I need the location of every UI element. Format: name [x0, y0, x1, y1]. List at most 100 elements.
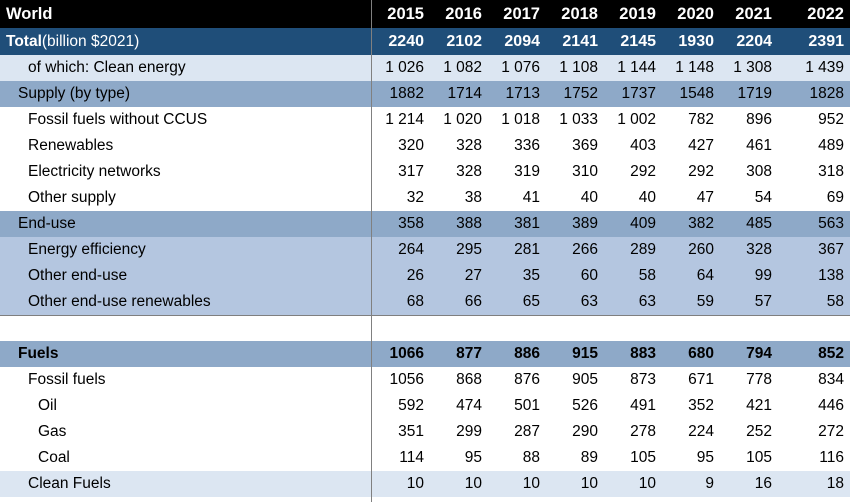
- value-cell: 2094: [504, 32, 540, 50]
- value-cell: 409: [630, 215, 656, 232]
- value-cell: 10: [522, 475, 540, 492]
- value-cell: 834: [818, 371, 844, 388]
- value-cell: 58: [638, 267, 656, 284]
- value-cell: 68: [406, 293, 424, 310]
- year-2020: 2020: [677, 4, 714, 23]
- value-cell: 1 082: [443, 59, 482, 76]
- value-cell: 40: [580, 189, 598, 206]
- other-end-use-row: Other end-use 26 27 35 60 58 64 99 138: [0, 263, 850, 289]
- value-cell: 1066: [389, 345, 424, 362]
- value-cell: 461: [746, 137, 772, 154]
- value-cell: 65: [522, 293, 540, 310]
- value-cell: 474: [456, 397, 482, 414]
- value-cell: 64: [696, 267, 714, 284]
- value-cell: 1548: [679, 85, 714, 102]
- value-cell: 1 308: [733, 59, 772, 76]
- row-label: Electricity networks: [28, 163, 161, 180]
- value-cell: 252: [746, 423, 772, 440]
- value-cell: 10: [580, 475, 598, 492]
- fossil-without-ccus-row: Fossil fuels without CCUS 1 214 1 020 1 …: [0, 107, 850, 133]
- row-label: Other end-use renewables: [28, 293, 211, 310]
- value-cell: 328: [746, 241, 772, 258]
- value-cell: 2141: [562, 32, 598, 50]
- value-cell: 427: [688, 137, 714, 154]
- value-cell: 224: [688, 423, 714, 440]
- value-cell: 32: [406, 189, 424, 206]
- row-label: Supply (by type): [18, 85, 130, 102]
- value-cell: 883: [630, 345, 656, 362]
- value-cell: 1 439: [805, 59, 844, 76]
- value-cell: 40: [638, 189, 656, 206]
- year-2022: 2022: [807, 4, 844, 23]
- value-cell: 592: [398, 397, 424, 414]
- value-cell: 1752: [563, 85, 598, 102]
- value-cell: 57: [754, 293, 772, 310]
- year-2016: 2016: [445, 4, 482, 23]
- value-cell: 328: [456, 137, 482, 154]
- row-label: Fuels: [18, 345, 59, 362]
- value-cell: 308: [746, 163, 772, 180]
- value-cell: 2204: [736, 32, 772, 50]
- value-cell: 671: [688, 371, 714, 388]
- value-cell: 318: [818, 163, 844, 180]
- row-label: Fossil fuels without CCUS: [28, 111, 208, 128]
- value-cell: 266: [572, 241, 598, 258]
- clean-energy-row: of which: Clean energy 1 026 1 082 1 076…: [0, 55, 850, 81]
- value-cell: 782: [688, 111, 714, 128]
- value-cell: 1 018: [501, 111, 540, 128]
- value-cell: 873: [630, 371, 656, 388]
- value-cell: 794: [746, 345, 772, 362]
- value-cell: 1930: [678, 32, 714, 50]
- value-cell: 2240: [388, 32, 424, 50]
- value-cell: 272: [818, 423, 844, 440]
- value-cell: 328: [456, 163, 482, 180]
- value-cell: 1882: [389, 85, 424, 102]
- value-cell: 489: [818, 137, 844, 154]
- value-cell: 421: [746, 397, 772, 414]
- value-cell: 2391: [808, 32, 844, 50]
- clean-fuels-row: Clean Fuels 10 10 10 10 10 9 16 18: [0, 471, 850, 497]
- value-cell: 1 002: [617, 111, 656, 128]
- year-2017: 2017: [503, 4, 540, 23]
- value-cell: 116: [819, 449, 844, 466]
- value-cell: 281: [514, 241, 540, 258]
- value-cell: 292: [630, 163, 656, 180]
- value-cell: 526: [572, 397, 598, 414]
- value-cell: 1056: [389, 371, 424, 388]
- value-cell: 59: [696, 293, 714, 310]
- value-cell: 1 076: [501, 59, 540, 76]
- value-cell: 886: [514, 345, 540, 362]
- value-cell: 952: [818, 111, 844, 128]
- value-cell: 403: [630, 137, 656, 154]
- value-cell: 1 108: [559, 59, 598, 76]
- fuels-row: Fuels 1066 877 886 915 883 680 794 852: [0, 341, 850, 367]
- value-cell: 352: [688, 397, 714, 414]
- value-cell: 876: [514, 371, 540, 388]
- value-cell: 138: [818, 267, 844, 284]
- row-label: Clean Fuels: [28, 475, 111, 492]
- value-cell: 1 026: [385, 59, 424, 76]
- fossil-fuels-row: Fossil fuels 1056 868 876 905 873 671 77…: [0, 367, 850, 393]
- value-cell: 367: [818, 241, 844, 258]
- value-cell: 35: [522, 267, 540, 284]
- value-cell: 26: [406, 267, 424, 284]
- value-cell: 63: [638, 293, 656, 310]
- value-cell: 69: [826, 189, 844, 206]
- value-cell: 9: [705, 475, 714, 492]
- value-cell: 10: [638, 475, 656, 492]
- row-label: Energy efficiency: [28, 241, 146, 258]
- value-cell: 868: [456, 371, 482, 388]
- value-cell: 1719: [737, 85, 772, 102]
- value-cell: 278: [630, 423, 656, 440]
- value-cell: 388: [456, 215, 482, 232]
- value-cell: 501: [514, 397, 540, 414]
- row-label: Other end-use: [28, 267, 128, 284]
- value-cell: 1 214: [385, 111, 424, 128]
- value-cell: 60: [580, 267, 598, 284]
- year-2018: 2018: [561, 4, 598, 23]
- value-cell: 295: [456, 241, 482, 258]
- value-cell: 289: [630, 241, 656, 258]
- value-cell: 287: [514, 423, 540, 440]
- row-label: of which: Clean energy: [28, 59, 186, 76]
- value-cell: 389: [572, 215, 598, 232]
